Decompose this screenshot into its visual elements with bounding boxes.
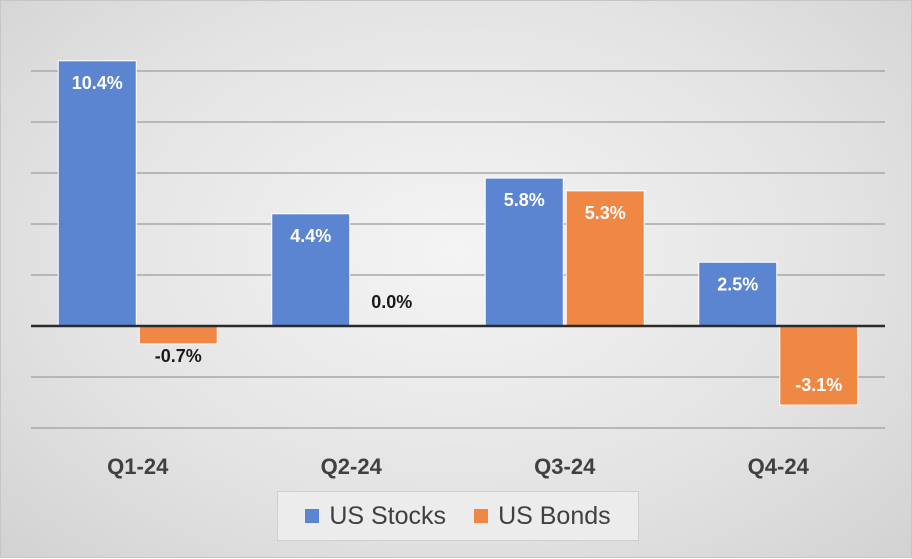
- data-label: 5.8%: [504, 190, 545, 210]
- bar-us-stocks-q1-24: [57, 60, 137, 327]
- data-label: 10.4%: [72, 73, 123, 93]
- legend-label-us-bonds: US Bonds: [498, 501, 611, 530]
- x-tick-label: Q2-24: [321, 454, 383, 479]
- legend-item-us-bonds: US Bonds: [474, 502, 611, 531]
- bar-us-stocks-q4-24: [698, 261, 778, 327]
- data-label: 2.5%: [717, 274, 758, 294]
- legend-label-us-stocks: US Stocks: [329, 501, 447, 530]
- bar-us-stocks-q3-24: [484, 177, 564, 327]
- data-label: 5.3%: [585, 203, 626, 223]
- data-label: -3.1%: [795, 375, 842, 395]
- legend-swatch-us-bonds: [474, 509, 489, 523]
- bar-us-bonds-q3-24: [565, 190, 645, 327]
- x-tick-label: Q4-24: [748, 454, 810, 479]
- data-label: -0.7%: [155, 346, 202, 366]
- x-tick-label: Q3-24: [534, 454, 596, 479]
- legend-item-us-stocks: US Stocks: [305, 502, 446, 531]
- bar-us-bonds-q4-24: [779, 325, 859, 406]
- bar-us-bonds-q1-24: [138, 325, 218, 345]
- legend: US Stocks US Bonds: [277, 491, 639, 541]
- x-tick-label: Q1-24: [107, 454, 169, 479]
- data-label: 0.0%: [371, 292, 412, 312]
- data-label: 4.4%: [290, 226, 331, 246]
- legend-swatch-us-stocks: [305, 509, 320, 523]
